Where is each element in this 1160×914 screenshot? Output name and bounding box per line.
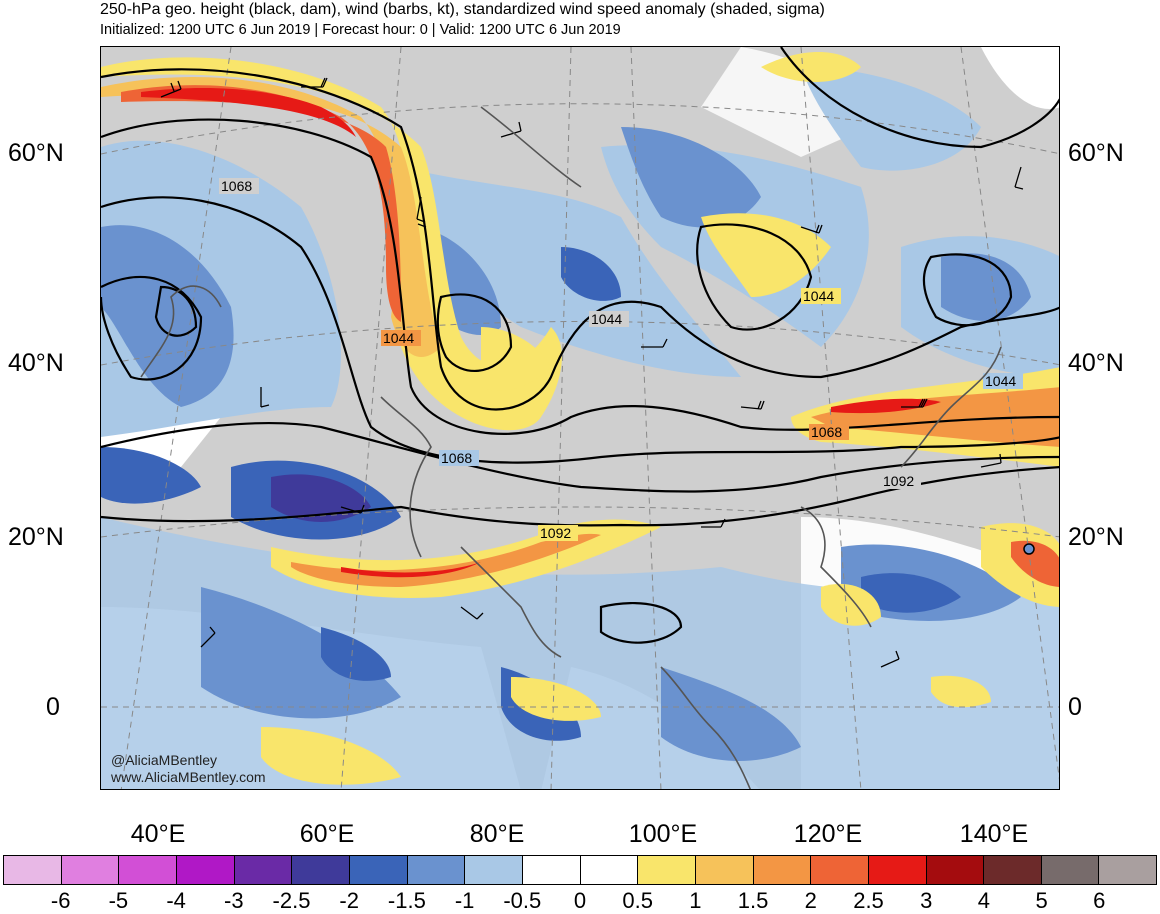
colorbar-tick-label: 1.5 (737, 888, 769, 913)
contour-label: 1068 (221, 178, 252, 194)
colorbar-tick-label: -4 (166, 888, 186, 913)
colorbar-tick-label: -1.5 (387, 888, 426, 913)
coastlines (140, 106, 1002, 789)
lat-label-60n-right: 60°N (1068, 139, 1124, 167)
colorbar-swatch (176, 856, 235, 884)
lon-label-100e: 100°E (628, 820, 698, 848)
negative-anomaly-shading (101, 67, 1059, 789)
lat-label-20n-right: 20°N (1068, 523, 1124, 551)
colorbar-swatch (522, 856, 581, 884)
lon-label-140e: 140°E (959, 820, 1029, 848)
lon-label-80e: 80°E (469, 820, 525, 848)
colorbar-swatch (407, 856, 466, 884)
contour-label: 1092 (540, 525, 571, 541)
contour-label: 1092 (883, 473, 914, 489)
contour-label: 1044 (803, 288, 834, 304)
colorbar-tick-label: 2.5 (853, 888, 884, 913)
contour-label: 1068 (811, 424, 842, 440)
colorbar-tick-label: 3 (920, 888, 933, 913)
colorbar-tick-label: -3 (224, 888, 244, 913)
colorbar-swatch (868, 856, 927, 884)
colorbar-swatch (292, 856, 350, 884)
map-panel: 1068 1044 1044 1068 1092 1044 1044 1068 … (100, 46, 1060, 790)
colorbar-tick-label: -6 (50, 888, 71, 913)
lat-label-20n-left: 20°N (8, 523, 64, 551)
colorbar-swatch (695, 856, 754, 884)
colorbar-tick-label: 2 (804, 888, 817, 913)
colorbar-tick-label: 5 (1035, 888, 1048, 913)
colorbar-swatch (61, 856, 120, 884)
positive-anomaly-shading (101, 52, 1059, 785)
colorbar-swatch (753, 856, 812, 884)
colorbar-tick-label: 6 (1093, 888, 1106, 913)
storm-marker (1023, 543, 1035, 555)
lat-label-40n-right: 40°N (1068, 349, 1124, 377)
colorbar-swatch (926, 856, 985, 884)
colorbar-tick-label: -5 (108, 888, 129, 913)
credit-handle: @AliciaMBentley (111, 752, 218, 768)
lat-label-0-right: 0 (1068, 693, 1082, 721)
map-canvas: 1068 1044 1044 1068 1092 1044 1044 1068 … (101, 47, 1059, 789)
colorbar-swatch (580, 856, 639, 884)
lon-label-120e: 120°E (793, 820, 863, 848)
contour-label: 1068 (441, 450, 472, 466)
contour-label: 1044 (985, 373, 1016, 389)
map-subtitle: Initialized: 1200 UTC 6 Jun 2019 | Forec… (100, 22, 621, 38)
colorbar-tick-label: 1 (689, 888, 702, 913)
lat-label-60n-left: 60°N (8, 139, 64, 167)
colorbar-tick-label: 0 (573, 888, 587, 913)
credit-website: www.AliciaMBentley.com (111, 769, 266, 785)
colorbar-tick-label: -0.5 (503, 888, 542, 913)
colorbar-tick-label: 0.5 (622, 888, 653, 913)
colorbar-swatch (984, 856, 1042, 884)
height-contour-labels: 1068 1044 1044 1068 1092 1044 1044 1068 … (219, 178, 1023, 541)
colorbar-tick-label: 4 (977, 888, 991, 913)
colorbar-swatch (349, 856, 408, 884)
contour-label: 1044 (383, 330, 414, 346)
colorbar-tick-label: -1 (454, 888, 475, 913)
colorbar-swatch (1099, 856, 1157, 884)
colorbar-swatch (638, 856, 696, 884)
lon-label-40e: 40°E (130, 820, 186, 848)
colorbar-swatch (4, 856, 62, 884)
lon-label-60e: 60°E (299, 820, 355, 848)
colorbar-swatch (811, 856, 869, 884)
colorbar-swatch (465, 856, 523, 884)
colorbar-swatch (1041, 856, 1100, 884)
lat-label-40n-left: 40°N (8, 349, 64, 377)
colorbar-tick-label: -2.5 (272, 888, 311, 913)
colorbar-swatch (119, 856, 177, 884)
colorbar-swatch (234, 856, 293, 884)
colorbar (3, 855, 1157, 885)
wind-barbs (160, 77, 1024, 668)
map-title: 250-hPa geo. height (black, dam), wind (… (100, 1, 825, 18)
height-contours (101, 47, 1059, 644)
contour-label: 1044 (591, 311, 622, 327)
colorbar-tick-label: -2 (339, 888, 359, 913)
lat-label-0-left: 0 (46, 693, 60, 721)
